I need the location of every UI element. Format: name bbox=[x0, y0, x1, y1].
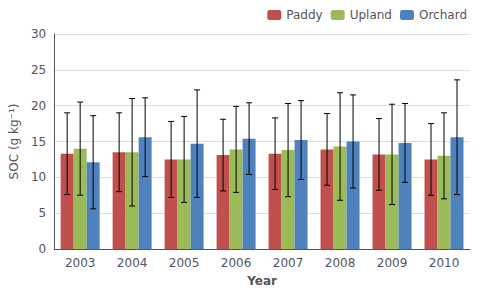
svg-text:2004: 2004 bbox=[117, 256, 148, 270]
svg-text:2007: 2007 bbox=[273, 256, 304, 270]
svg-text:30: 30 bbox=[31, 27, 46, 41]
svg-text:Upland: Upland bbox=[350, 8, 392, 22]
svg-text:25: 25 bbox=[31, 63, 46, 77]
svg-text:15: 15 bbox=[31, 135, 46, 149]
svg-text:2005: 2005 bbox=[169, 256, 200, 270]
svg-text:Paddy: Paddy bbox=[286, 8, 322, 22]
svg-text:2006: 2006 bbox=[221, 256, 252, 270]
svg-text:SOC (g kg⁻¹): SOC (g kg⁻¹) bbox=[7, 104, 21, 180]
svg-text:2003: 2003 bbox=[65, 256, 96, 270]
svg-text:5: 5 bbox=[39, 206, 47, 220]
svg-text:2008: 2008 bbox=[325, 256, 356, 270]
svg-text:Orchard: Orchard bbox=[419, 8, 467, 22]
svg-text:20: 20 bbox=[31, 99, 46, 113]
svg-text:Year: Year bbox=[246, 274, 277, 288]
svg-text:2010: 2010 bbox=[429, 256, 460, 270]
svg-text:10: 10 bbox=[31, 170, 46, 184]
svg-text:0: 0 bbox=[39, 242, 47, 256]
svg-text:2009: 2009 bbox=[377, 256, 408, 270]
